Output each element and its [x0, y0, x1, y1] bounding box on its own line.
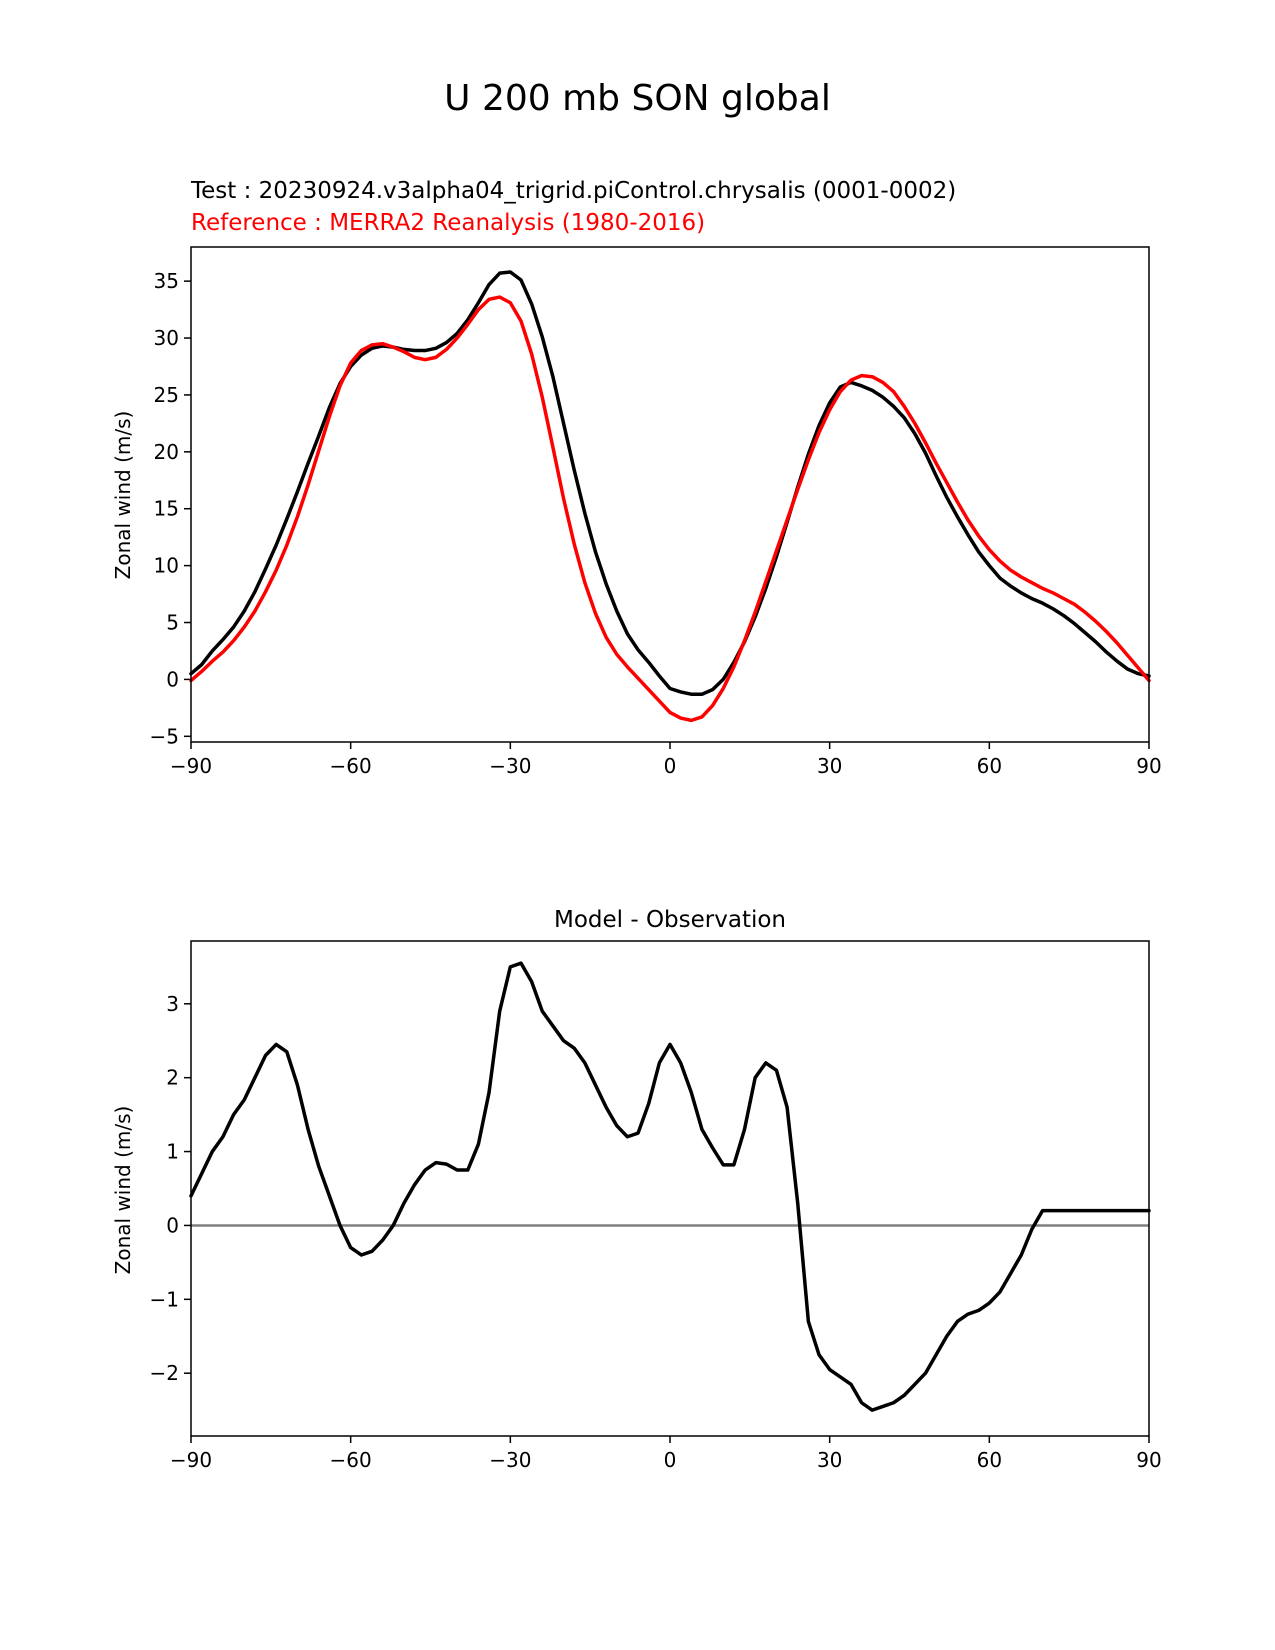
bottom-y-tick-label: 3	[166, 992, 179, 1016]
top-x-tick-label: 60	[977, 754, 1002, 778]
top-x-tick-label: 30	[817, 754, 842, 778]
bottom-y-axis-label: Zonal wind (m/s)	[111, 1106, 135, 1275]
bottom-plot-frame	[190, 940, 1150, 1437]
top-x-tick-label: 90	[1136, 754, 1161, 778]
top-y-tick-label: 15	[154, 497, 179, 521]
bottom-difference-series-line	[189, 961, 1151, 1412]
test-label: Test : 20230924.v3alpha04_trigrid.piCont…	[190, 178, 956, 204]
top-reference-series-line	[189, 295, 1151, 723]
top-x-tick-label: −90	[170, 754, 212, 778]
top-y-tick-label: 25	[154, 383, 179, 407]
bottom-x-tick-label: 0	[664, 1448, 677, 1472]
top-y-tick-label: 5	[166, 611, 179, 635]
top-y-tick-label: 10	[154, 554, 179, 578]
bottom-x-tick-label: −90	[170, 1448, 212, 1472]
top-y-tick-label: 0	[166, 667, 179, 691]
top-x-tick-label: −60	[330, 754, 372, 778]
top-y-axis-label: Zonal wind (m/s)	[111, 411, 135, 580]
bottom-y-tick-label: 0	[166, 1213, 179, 1237]
top-x-tick-label: 0	[664, 754, 677, 778]
top-y-tick-label: 20	[154, 440, 179, 464]
top-x-tick-label: −30	[489, 754, 531, 778]
bottom-y-tick-label: −2	[150, 1361, 179, 1385]
bottom-x-tick-label: −60	[330, 1448, 372, 1472]
reference-label: Reference : MERRA2 Reanalysis (1980-2016…	[191, 210, 705, 236]
bottom-y-tick-label: 1	[166, 1140, 179, 1164]
bottom-x-tick-label: 30	[817, 1448, 842, 1472]
bottom-x-tick-label: 90	[1136, 1448, 1161, 1472]
top-y-tick-label: 35	[154, 269, 179, 293]
bottom-x-tick-label: −30	[489, 1448, 531, 1472]
bottom-y-tick-label: −1	[150, 1287, 179, 1311]
bottom-panel-title: Model - Observation	[554, 907, 786, 933]
top-y-tick-label: −5	[150, 724, 179, 748]
top-panel: Test : 20230924.v3alpha04_trigrid.piCont…	[111, 178, 1162, 778]
bottom-panel: Model - Observation Zonal wind (m/s) −90…	[111, 907, 1162, 1472]
top-y-tick-label: 30	[154, 326, 179, 350]
bottom-x-tick-label: 60	[977, 1448, 1002, 1472]
top-plot-frame	[190, 246, 1150, 743]
figure-suptitle: U 200 mb SON global	[444, 78, 831, 119]
bottom-y-tick-label: 2	[166, 1066, 179, 1090]
